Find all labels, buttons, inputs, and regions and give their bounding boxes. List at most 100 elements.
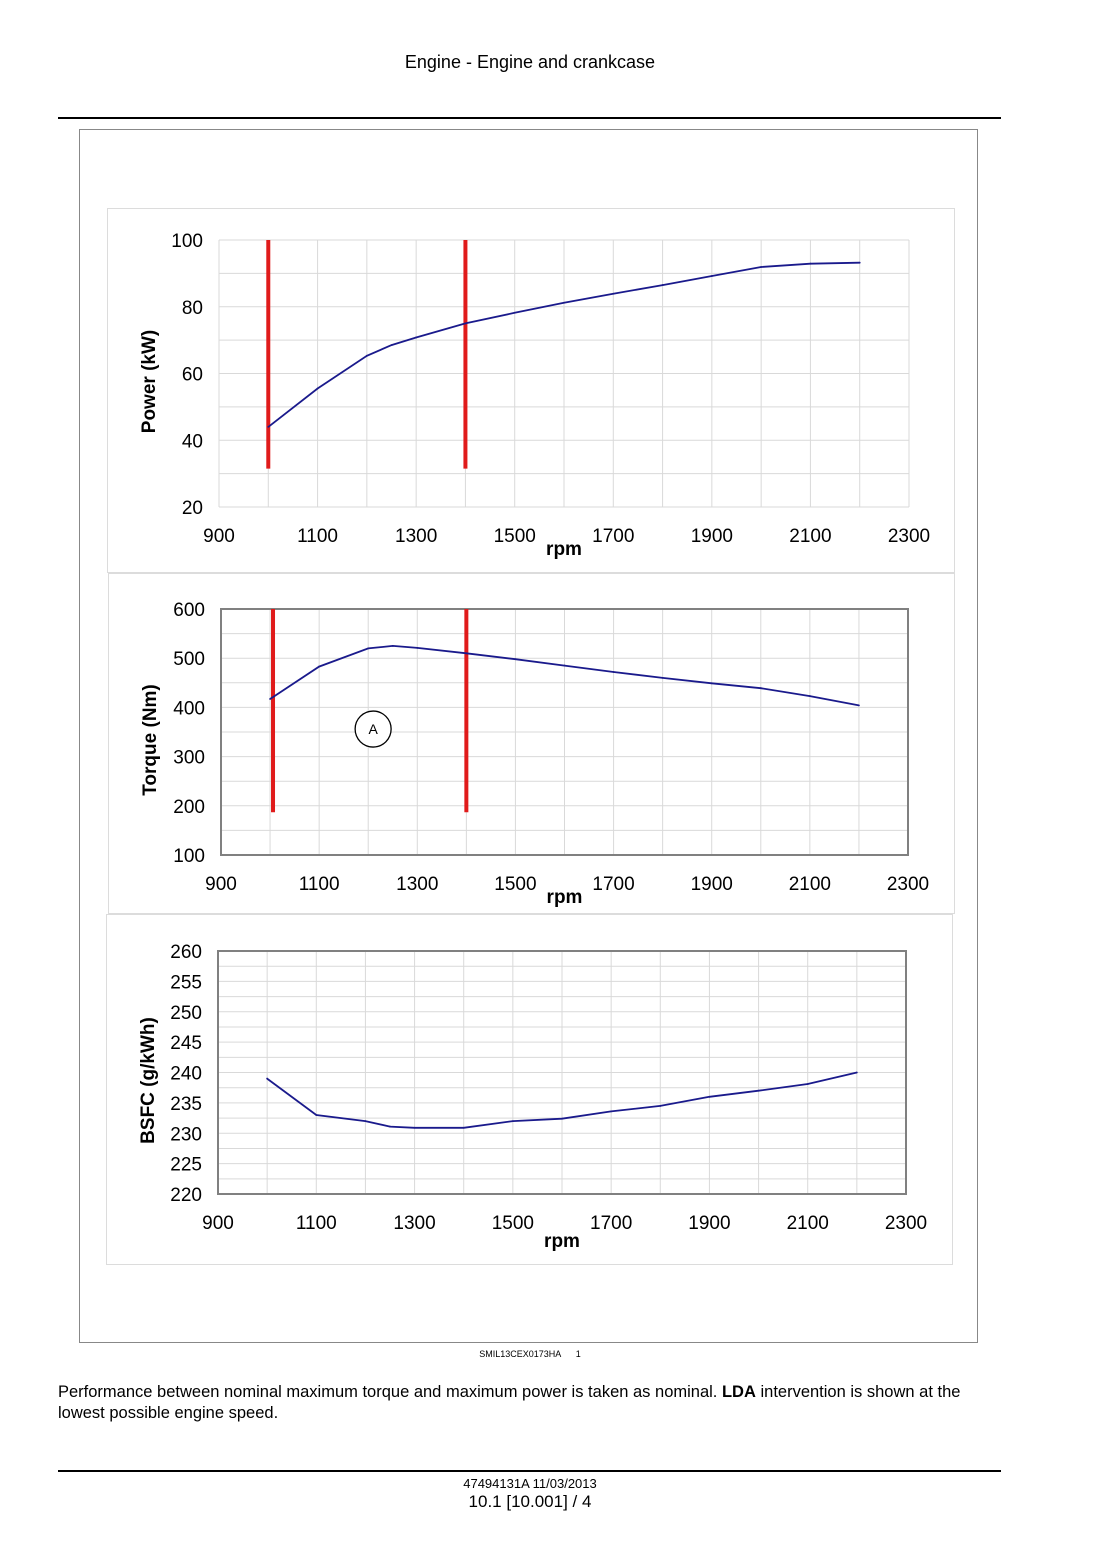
power-data-point (710, 275, 713, 277)
torque-data-point (391, 645, 394, 647)
torque-annotation-label: A (368, 721, 378, 737)
bsfc-y-axis-label: BSFC (g/kWh) (138, 1017, 159, 1144)
body-paragraph: Performance between nominal maximum torq… (58, 1382, 1003, 1424)
power-x-tick-label: 1500 (494, 526, 536, 547)
bsfc-x-tick-label: 1300 (393, 1213, 435, 1234)
bsfc-y-tick-label: 255 (170, 972, 202, 993)
bsfc-data-point (855, 1071, 858, 1074)
body-text-end: intervention is shown at the lowest poss… (58, 1383, 961, 1422)
bsfc-data-point (462, 1126, 465, 1129)
bsfc-data-point (659, 1105, 662, 1107)
torque-data-point (318, 665, 321, 668)
bsfc-data-point (610, 1110, 613, 1113)
torque-data-point (661, 676, 664, 679)
power-x-tick-label: 1700 (592, 526, 634, 547)
body-text-bold: LDA (721, 1383, 756, 1401)
power-data-point (760, 266, 763, 268)
power-data-point (390, 344, 393, 347)
bsfc-data-point (315, 1114, 318, 1116)
bsfc-y-tick-label: 225 (170, 1155, 202, 1176)
power-data-point (464, 322, 467, 325)
figure-number: 1 (575, 1349, 581, 1359)
torque-y-tick-label: 500 (173, 649, 205, 670)
page-header-title: Engine - Engine and crankcase (404, 52, 656, 72)
torque-annotation-circle (354, 710, 392, 748)
torque-plot-border (220, 608, 909, 856)
bsfc-y-tick-label: 235 (170, 1094, 202, 1115)
power-data-point (809, 262, 812, 265)
power-data-point (858, 261, 861, 264)
bsfc-y-tick-label: 220 (170, 1185, 202, 1206)
bsfc-y-tick-label: 230 (170, 1124, 202, 1145)
power-y-tick-label: 80 (182, 298, 203, 319)
torque-data-point (367, 647, 370, 650)
torque-x-tick-label: 1500 (494, 874, 536, 895)
power-data-point (415, 336, 418, 339)
power-x-tick-label: 900 (203, 526, 235, 547)
torque-data-point (269, 698, 271, 700)
torque-y-tick-label: 600 (173, 600, 205, 621)
bsfc-data-point (364, 1120, 367, 1122)
torque-data-point (759, 687, 762, 690)
torque-y-axis-label: Torque (Nm) (140, 684, 161, 796)
power-x-tick-label: 1100 (297, 526, 338, 547)
bsfc-series-line (266, 1071, 858, 1129)
bsfc-chart-background (106, 914, 953, 1265)
torque-x-tick-label: 2100 (789, 874, 831, 895)
power-data-point (267, 426, 270, 428)
header-rule (58, 117, 1001, 119)
power-y-tick-label: 40 (182, 431, 203, 452)
power-y-tick-label: 100 (171, 231, 203, 252)
power-chart: 20 40 60 80 100 900 1100 1300 1500 1700 1900 2100 23… (107, 208, 955, 573)
torque-data-point (808, 695, 811, 697)
torque-data-point (612, 671, 615, 673)
power-series-line (267, 261, 860, 428)
power-data-point (365, 354, 368, 357)
figure-caption: SMIL13CEX0173HA 1 (0, 1349, 1060, 1359)
footer-page-number: 10.1 [10.001] / 4 (468, 1492, 592, 1511)
torque-x-tick-label: 1100 (299, 874, 340, 895)
bsfc-x-tick-label: 1100 (296, 1213, 337, 1234)
bsfc-plot-border (217, 950, 907, 1195)
bsfc-data-point (708, 1095, 711, 1098)
bsfc-y-tick-label: 260 (170, 942, 202, 963)
torque-x-axis-label: rpm (547, 887, 583, 908)
torque-data-point (416, 646, 419, 649)
bsfc-x-tick-label: 1900 (688, 1213, 730, 1234)
torque-data-point (563, 664, 566, 667)
bsfc-data-point (806, 1083, 809, 1085)
torque-x-tick-label: 900 (205, 874, 237, 895)
torque-x-tick-label: 1700 (592, 874, 634, 895)
torque-chart: 100 200 300 400 500 600 900 1100 1300 1500 1700 190… (108, 573, 955, 914)
bsfc-x-tick-label: 1500 (492, 1213, 534, 1234)
bsfc-data-point (266, 1077, 269, 1080)
bsfc-data-point (389, 1125, 391, 1128)
torque-data-point (514, 658, 517, 661)
torque-chart-background (108, 573, 955, 914)
torque-data-point (465, 652, 468, 655)
power-data-point (513, 311, 516, 314)
bsfc-y-tick-label: 240 (170, 1064, 202, 1085)
torque-data-point (710, 682, 713, 685)
bsfc-x-axis-label: rpm (544, 1231, 580, 1252)
bsfc-x-tick-label: 1700 (590, 1213, 632, 1234)
power-x-tick-label: 2300 (888, 526, 930, 547)
footer-rule (58, 1470, 1001, 1472)
figure-frame (79, 129, 978, 1343)
torque-series-line (269, 644, 860, 707)
figure-code: SMIL13CEX0173HA (479, 1349, 562, 1359)
bsfc-data-point (757, 1089, 760, 1092)
body-text-start: Performance between nominal maximum torq… (58, 1383, 722, 1401)
power-y-axis-label: Power (kW) (139, 330, 160, 433)
bsfc-chart: 220 225 230 235 240 245 250 255 260 900 1100 1300 15… (106, 914, 953, 1265)
power-data-point (661, 284, 664, 286)
bsfc-data-point (511, 1120, 514, 1122)
torque-y-tick-label: 200 (173, 797, 205, 818)
bsfc-x-tick-label: 2300 (885, 1213, 927, 1234)
torque-y-tick-label: 400 (173, 698, 205, 719)
power-x-axis-label: rpm (546, 539, 582, 560)
power-y-tick-label: 60 (182, 365, 203, 386)
bsfc-x-tick-label: 900 (202, 1213, 234, 1234)
power-y-tick-label: 20 (182, 498, 203, 519)
power-x-tick-label: 1300 (395, 526, 437, 547)
